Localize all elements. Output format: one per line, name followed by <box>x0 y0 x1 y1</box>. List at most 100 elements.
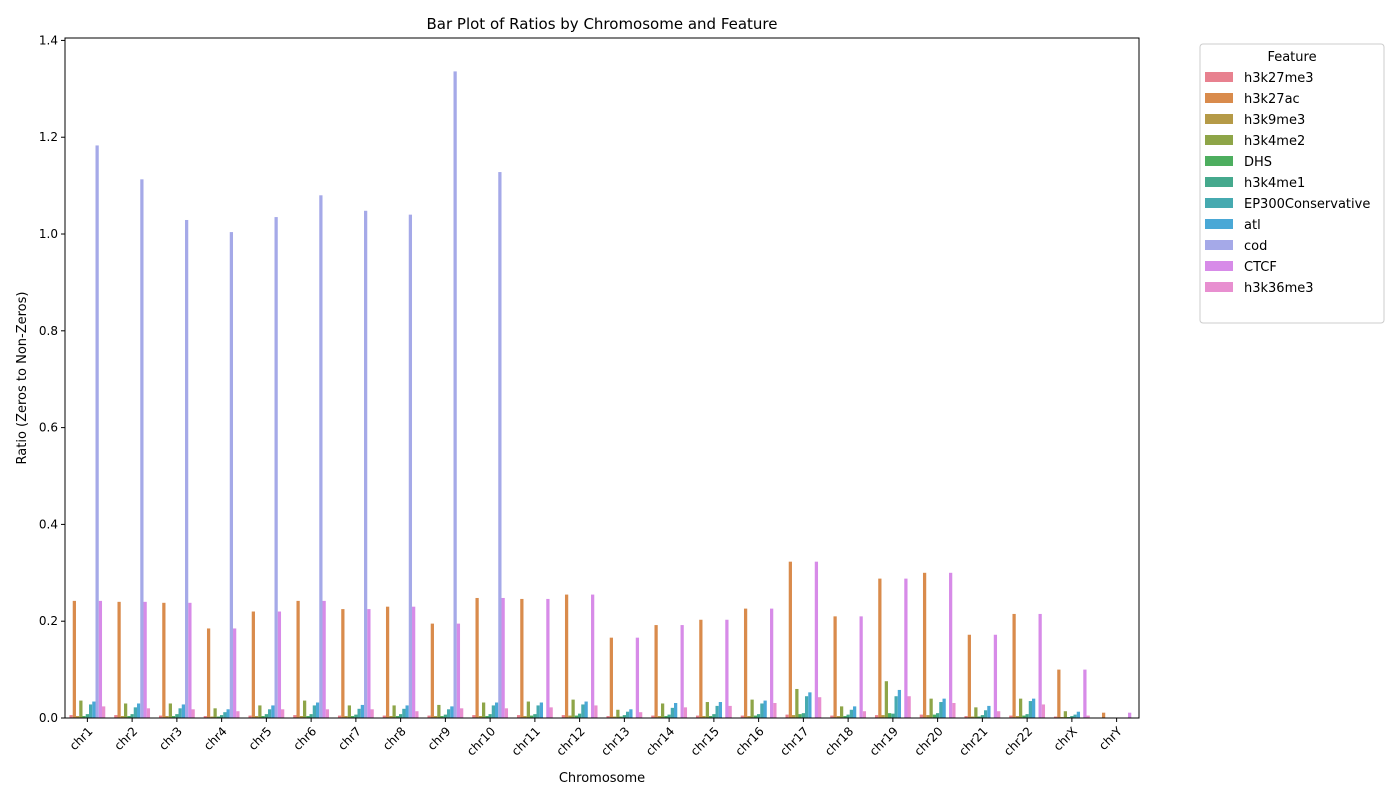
bar-h3k36me3-chr6 <box>326 709 329 718</box>
bar-atl-chr7 <box>361 705 364 718</box>
legend-label-CTCF: CTCF <box>1244 260 1277 275</box>
bar-h3k27ac-chr3 <box>162 603 165 718</box>
legend-label-atl: atl <box>1244 218 1261 233</box>
bar-h3k4me1-chr10 <box>489 714 492 718</box>
bar-EP300Conservative-chr20 <box>939 702 942 718</box>
bar-cod-chr6 <box>319 195 322 718</box>
bar-cod-chr9 <box>454 71 457 718</box>
bar-atl-chr5 <box>271 705 274 718</box>
bar-h3k4me1-chr18 <box>847 715 850 718</box>
bar-atl-chr22 <box>1032 699 1035 718</box>
bar-h3k4me1-chr12 <box>578 714 581 718</box>
bar-h3k36me3-chr7 <box>371 709 374 718</box>
y-tick-label: 0.8 <box>39 324 58 338</box>
bar-CTCF-chr20 <box>949 573 952 718</box>
x-tick-label: chr1 <box>67 724 96 753</box>
bar-h3k4me1-chr5 <box>265 714 268 718</box>
x-tick-label: chr5 <box>246 724 275 753</box>
bar-h3k4me2-chr7 <box>348 705 351 718</box>
bar-h3k4me1-chr9 <box>444 715 447 718</box>
bar-h3k4me1-chr6 <box>310 714 313 718</box>
bar-h3k4me2-chr21 <box>974 707 977 718</box>
bar-h3k4me1-chr1 <box>86 714 89 718</box>
bar-EP300Conservative-chr2 <box>134 707 137 718</box>
bar-EP300Conservative-chr9 <box>447 709 450 718</box>
y-tick-label: 0.4 <box>39 517 58 531</box>
bar-CTCF-chr16 <box>770 609 773 718</box>
bar-atl-chr20 <box>943 699 946 718</box>
plot-area: 0.0 0.2 0.4 0.6 0.8 1.0 1.2 1.4 chr1 chr2 chr3 chr4… <box>39 33 1139 758</box>
bar-h3k4me1-chr11 <box>533 714 536 718</box>
x-tick-label: chr19 <box>867 724 901 758</box>
bar-h3k4me1-chr17 <box>802 713 805 718</box>
bar-CTCF-chr14 <box>681 625 684 718</box>
bar-h3k36me3-chr1 <box>102 706 105 718</box>
x-tick-label: chr2 <box>111 724 140 753</box>
legend-label-DHS: DHS <box>1244 155 1272 170</box>
bar-h3k27ac-chr15 <box>699 620 702 718</box>
bar-cod-chr5 <box>275 217 278 718</box>
bar-EP300Conservative-chr8 <box>402 709 405 718</box>
bar-h3k4me2-chr8 <box>392 705 395 718</box>
bar-h3k4me2-chr12 <box>571 700 574 718</box>
bar-EP300Conservative-chr10 <box>492 705 495 718</box>
bar-atl-chr9 <box>450 706 453 718</box>
x-axis-label: Chromosome <box>559 771 645 786</box>
bar-cod-chr2 <box>140 179 143 718</box>
bar-EP300Conservative-chr21 <box>984 710 987 718</box>
legend-swatch-h3k4me1 <box>1205 177 1233 187</box>
bar-h3k27ac-chr20 <box>923 573 926 718</box>
bar-h3k27ac-chr19 <box>878 579 881 718</box>
x-tick-label: chr6 <box>290 724 319 753</box>
bar-CTCF-chr1 <box>99 601 102 718</box>
bar-h3k27ac-chr16 <box>744 609 747 718</box>
bar-h3k27ac-chrY <box>1102 713 1105 718</box>
bar-h3k4me2-chr1 <box>79 701 82 718</box>
bar-atl-chr3 <box>182 704 185 718</box>
bar-h3k27ac-chr10 <box>475 598 478 718</box>
bar-h3k4me2-chr15 <box>706 702 709 718</box>
bar-h3k36me3-chr14 <box>684 707 687 718</box>
bar-atl-chr16 <box>764 701 767 718</box>
x-tick-label: chr4 <box>201 724 230 753</box>
bar-h3k27ac-chr14 <box>654 625 657 718</box>
y-tick-label: 1.2 <box>39 130 58 144</box>
legend-swatch-h3k36me3 <box>1205 282 1233 292</box>
bar-atl-chr17 <box>808 692 811 718</box>
bar-h3k27ac-chr4 <box>207 628 210 718</box>
bar-CTCF-chr3 <box>188 603 191 718</box>
bar-EP300Conservative-chr12 <box>581 704 584 718</box>
bar-CTCF-chrY <box>1128 713 1131 718</box>
bar-h3k4me2-chr6 <box>303 701 306 718</box>
bar-CTCF-chr10 <box>502 598 505 718</box>
bar-h3k36me3-chr17 <box>818 697 821 718</box>
legend: Featureh3k27me3h3k27ach3k9me3h3k4me2DHSh… <box>1200 44 1384 323</box>
bar-EP300Conservative-chr3 <box>179 708 182 718</box>
x-tick-label: chr14 <box>643 724 677 758</box>
bar-h3k4me2-chr19 <box>885 681 888 718</box>
legend-label-h3k4me1: h3k4me1 <box>1244 176 1305 191</box>
bar-atl-chr19 <box>898 690 901 718</box>
x-tick-label: chr22 <box>1001 724 1035 758</box>
bar-atl-chr11 <box>540 703 543 718</box>
bar-h3k36me3-chr3 <box>192 709 195 718</box>
bar-cod-chr4 <box>230 232 233 718</box>
legend-label-h3k9me3: h3k9me3 <box>1244 113 1305 128</box>
bar-h3k36me3-chr4 <box>236 711 239 718</box>
bar-DHS-chr19 <box>888 713 891 718</box>
bar-h3k27ac-chr11 <box>520 599 523 718</box>
bar-EP300Conservative-chr19 <box>895 696 898 718</box>
y-tick-label: 0.2 <box>39 614 58 628</box>
bar-CTCF-chr6 <box>323 601 326 718</box>
bar-h3k36me3-chr2 <box>147 708 150 718</box>
bar-h3k36me3-chr8 <box>415 711 418 718</box>
x-tick-label: chr11 <box>509 724 543 758</box>
bar-h3k27ac-chr8 <box>386 607 389 718</box>
bar-h3k27ac-chr5 <box>252 612 255 718</box>
bar-CTCF-chr5 <box>278 612 281 718</box>
bar-atl-chr18 <box>853 706 856 718</box>
bar-h3k36me3-chr12 <box>594 705 597 718</box>
legend-swatch-DHS <box>1205 156 1233 166</box>
y-tick-label: 0.6 <box>39 421 58 435</box>
